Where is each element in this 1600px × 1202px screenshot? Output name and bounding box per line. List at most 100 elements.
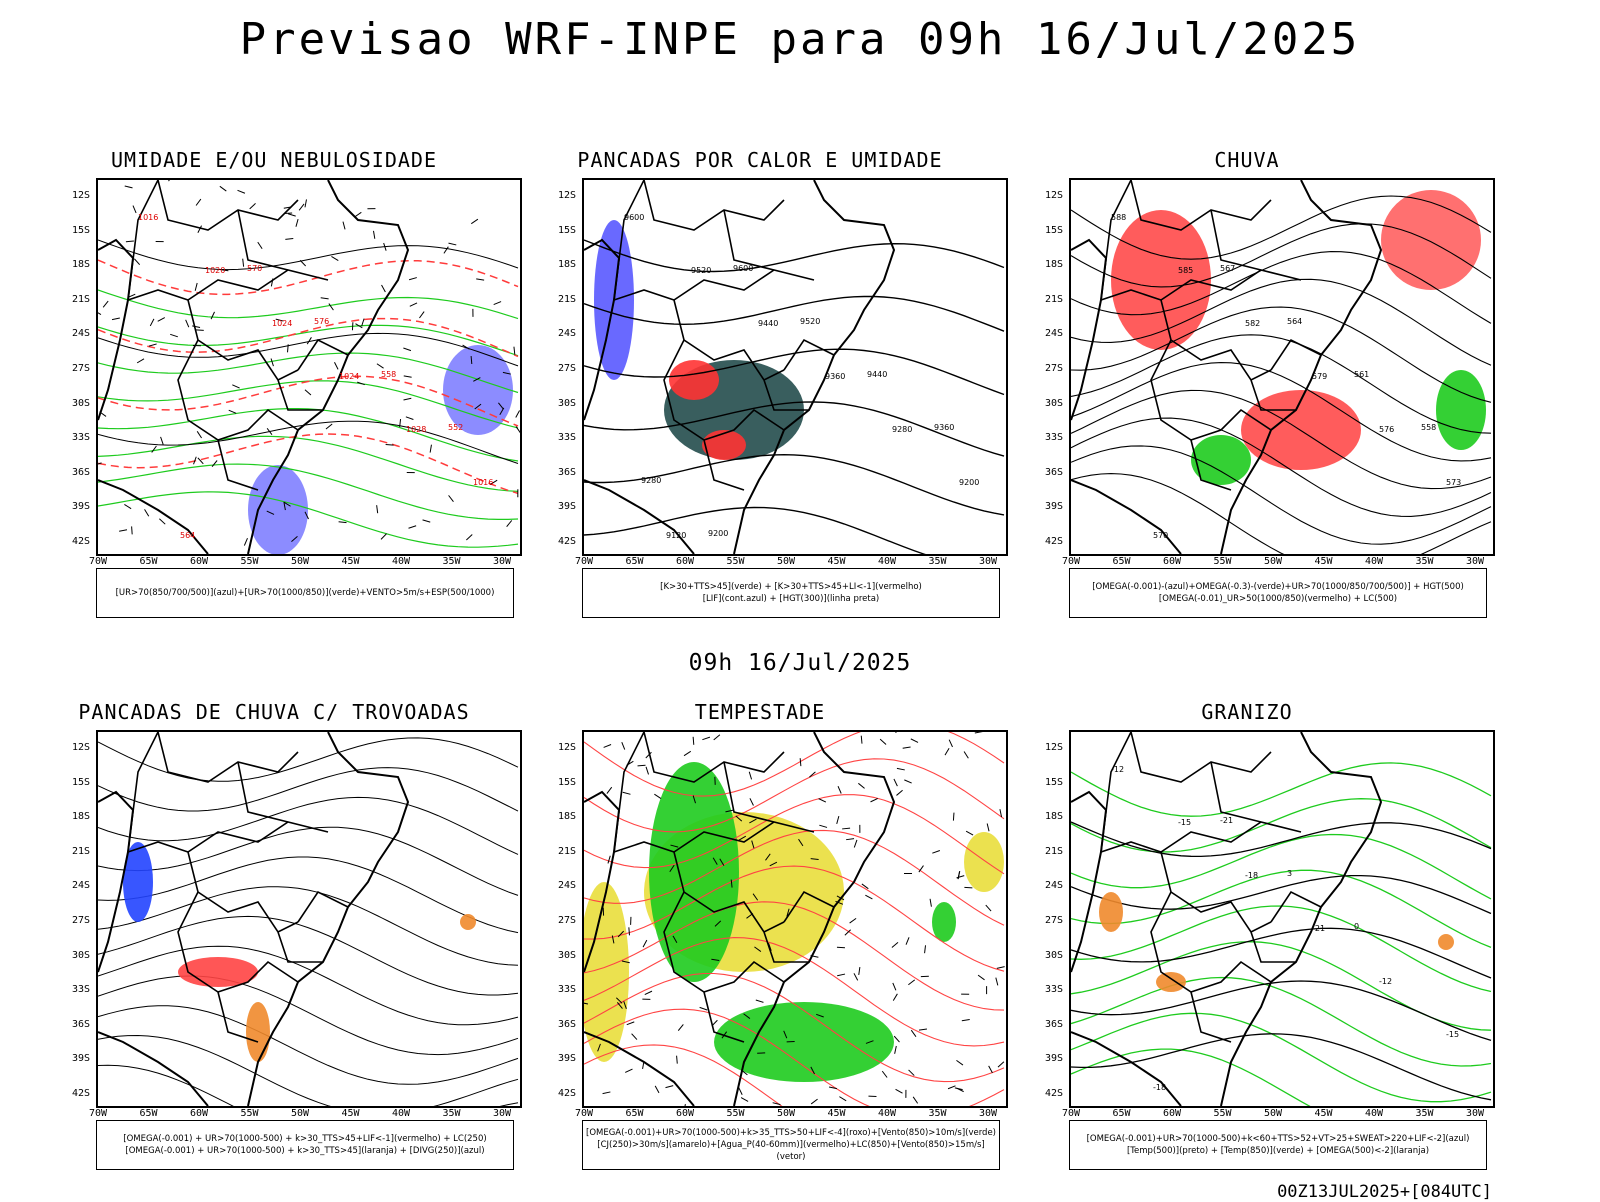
hail-orange-area [1156, 972, 1186, 992]
wind-vector [714, 735, 720, 740]
lon-label: 55W [235, 556, 265, 567]
lat-label: 24S [558, 880, 576, 891]
wind-vector [956, 1060, 963, 1065]
lon-label: 70W [569, 1108, 599, 1119]
lon-label: 55W [721, 556, 751, 567]
wind-vector [894, 779, 897, 786]
wind-vector [880, 739, 886, 744]
wind-vector [339, 522, 347, 523]
lat-label: 18S [1045, 259, 1063, 270]
wind-vector [514, 347, 515, 355]
wind-vector [516, 411, 520, 418]
wind-vector [608, 856, 610, 864]
panel-legend: [OMEGA(-0.001)+UR>70(1000-500)+k<60+TTS>… [1069, 1120, 1487, 1170]
wind-vector [700, 1007, 708, 1010]
green-humidity-contour [98, 290, 518, 319]
contour-label: 582 [1245, 319, 1260, 328]
rain-red-area [1111, 210, 1211, 350]
panel-title: GRANIZO [1017, 700, 1477, 724]
lat-label: 33S [558, 432, 576, 443]
lat-label: 12S [1045, 190, 1063, 201]
lon-label: 65W [620, 556, 650, 567]
wind-vector [838, 786, 841, 793]
lon-label: 45W [822, 556, 852, 567]
contour-label: 9200 [959, 478, 979, 487]
lat-label: 12S [72, 742, 90, 753]
panel-title: UMIDADE E/OU NEBULOSIDADE [44, 148, 504, 172]
wind-vector [125, 186, 133, 188]
wind-vector [846, 839, 854, 840]
wind-vector [149, 344, 157, 346]
lon-label: 45W [1309, 556, 1339, 567]
wind-vector [911, 739, 918, 743]
wind-vector [996, 978, 998, 986]
wind-vector [196, 199, 201, 205]
streamline [98, 797, 518, 854]
wind-vector [622, 742, 625, 749]
wind-vector [702, 737, 710, 740]
lon-label: 70W [1056, 556, 1086, 567]
lon-label: 35W [1410, 556, 1440, 567]
wind-vector [756, 1000, 764, 1002]
lon-label: 60W [184, 556, 214, 567]
lat-label: 12S [558, 190, 576, 201]
temp850-contour [1071, 835, 1491, 899]
lon-label: 45W [822, 1108, 852, 1119]
map-frame[interactable] [96, 730, 522, 1108]
contour-label: 1016 [473, 478, 493, 487]
wind-vector [243, 259, 244, 267]
temp850-contour [1071, 942, 1491, 1030]
wind-vector [739, 1088, 742, 1095]
wind-vector [811, 1099, 817, 1104]
wind-vector [159, 519, 165, 524]
lat-label: 24S [1045, 880, 1063, 891]
legend-line: [Temp(500)](preto) + [Temp(850)](verde) … [1070, 1145, 1486, 1157]
panel-title: PANCADAS DE CHUVA C/ TROVOADAS [44, 700, 504, 724]
map-frame[interactable] [582, 730, 1008, 1108]
contour-label: 570 [247, 264, 262, 273]
lon-label: 30W [973, 556, 1003, 567]
wind-vector [957, 876, 965, 878]
panel-legend: [OMEGA(-0.001)+UR>70(1000-500)+k>35_TTS>… [582, 1120, 1000, 1170]
wind-vector [285, 239, 293, 240]
legend-line: [OMEGA(-0.01)_UR>50(1000/850)(vermelho) … [1070, 593, 1486, 605]
wind-vector [423, 520, 431, 522]
wind-vector [665, 1086, 673, 1088]
lon-label: 35W [437, 1108, 467, 1119]
contour-label: -12 [1111, 765, 1124, 774]
wind-vector [911, 1030, 916, 1036]
wind-vector [603, 1092, 611, 1094]
map-canvas [98, 732, 520, 1106]
lat-label: 15S [1045, 777, 1063, 788]
wind-vector [604, 745, 611, 748]
wind-vector [932, 850, 940, 853]
wind-vector [750, 798, 754, 805]
lon-label: 65W [1107, 556, 1137, 567]
wind-vector [997, 967, 1005, 969]
panel-legend: [UR>70(850/700/500)](azul)+[UR>70(1000/8… [96, 568, 514, 618]
wind-vector [998, 1062, 1004, 1067]
lon-label: 65W [134, 556, 164, 567]
lat-label: 27S [1045, 915, 1063, 926]
lat-label: 30S [558, 950, 576, 961]
wind-vector [321, 298, 329, 299]
lat-label: 24S [1045, 328, 1063, 339]
legend-line: [OMEGA(-0.001)+UR>70(1000-500)+k>35_TTS>… [583, 1127, 999, 1139]
map-canvas: 9600952094409360928092009120960095209440… [584, 180, 1006, 554]
wind-vector [386, 444, 394, 445]
contour-label: 9120 [666, 531, 686, 540]
wind-vector [466, 535, 472, 540]
wind-vector [197, 431, 201, 438]
lon-label: 70W [83, 556, 113, 567]
